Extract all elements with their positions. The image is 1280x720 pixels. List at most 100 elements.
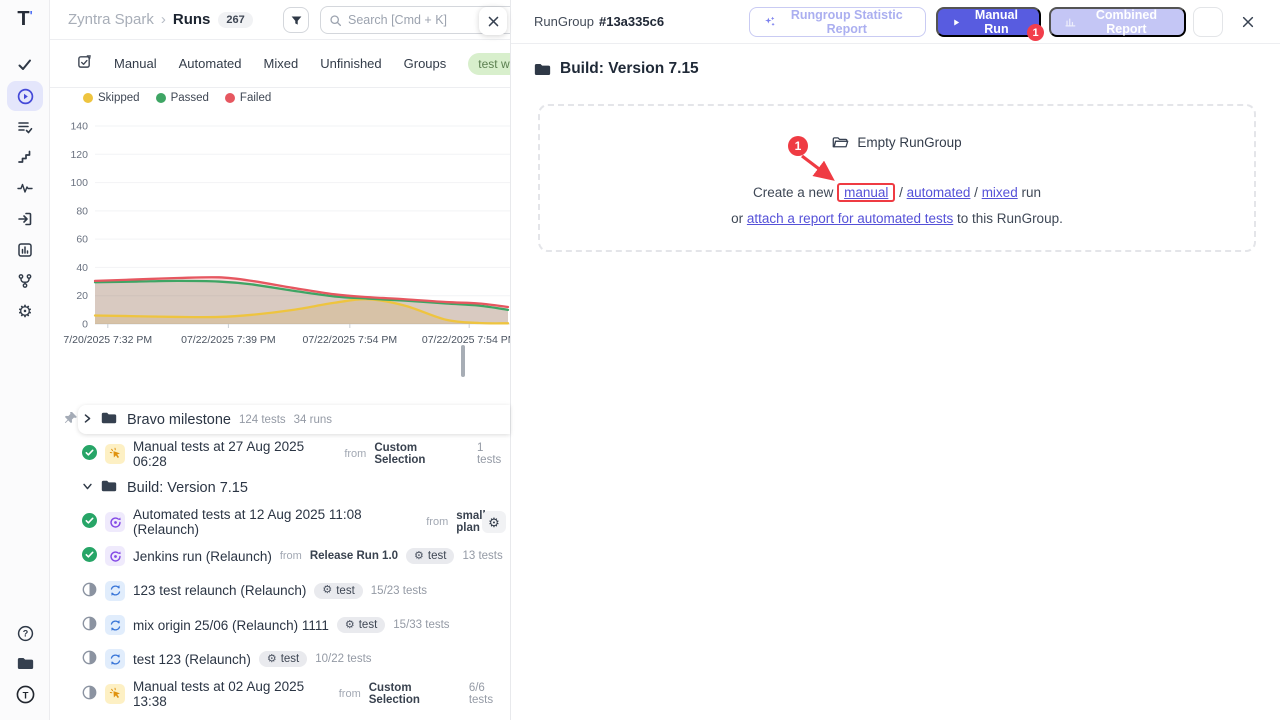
run-tag-badge: ⚙ test <box>336 617 386 633</box>
run-row[interactable]: test 123 (Relaunch) ⚙ test 10/22 tests <box>78 645 510 674</box>
settings-gear-icon[interactable]: ⚙ <box>17 301 33 321</box>
expand-chevron[interactable] <box>82 412 93 427</box>
runs-panel: Zyntra Spark › Runs 267 ManualAutomatedM… <box>50 0 537 720</box>
status-icon-holder <box>82 582 97 600</box>
chevron-right-icon <box>84 414 91 423</box>
rungroup-statistic-report-button[interactable]: Rungroup Statistic Report <box>749 7 926 37</box>
tab-mixed[interactable]: Mixed <box>263 56 299 71</box>
annotation-arrow <box>801 154 835 181</box>
create-manual-run-link[interactable]: manual <box>837 183 896 202</box>
search-input[interactable] <box>348 13 519 27</box>
annotation-overlay: 1 <box>788 136 835 181</box>
run-row[interactable]: 123 test relaunch (Relaunch) ⚙ test 15/23 t… <box>78 576 510 605</box>
mixed-run-type-icon <box>105 649 125 670</box>
bar-chart-icon <box>1065 18 1076 26</box>
row-settings-button[interactable]: ⚙ <box>482 511 506 534</box>
tab-automated[interactable]: Automated <box>178 56 242 71</box>
filter-button[interactable] <box>283 7 309 33</box>
status-icon-holder <box>82 547 97 565</box>
manual-run-type-icon <box>105 683 125 704</box>
import-icon[interactable] <box>7 204 43 234</box>
passed-status-icon <box>82 513 97 529</box>
svg-text:07/22/2025 7:54 PM: 07/22/2025 7:54 PM <box>422 334 510 346</box>
left-panel-close-button[interactable] <box>479 7 507 35</box>
manual-run-type-icon <box>105 443 125 464</box>
steps-icon[interactable] <box>7 142 43 172</box>
rungroup-label: RunGroup <box>534 14 594 29</box>
status-icon-holder <box>82 513 97 531</box>
tab-manual[interactable]: Manual <box>114 56 157 71</box>
run-count: 15/23 tests <box>370 584 428 597</box>
logo-tick: ' <box>29 8 33 23</box>
legend-failed: Failed <box>224 92 271 104</box>
svg-text:80: 80 <box>76 205 88 217</box>
tab-groups[interactable]: Groups <box>403 56 447 71</box>
from-value: small plan <box>456 510 486 535</box>
pulse-icon[interactable] <box>7 173 43 203</box>
runs-play-icon[interactable] <box>7 81 43 111</box>
tab-unfinished[interactable]: Unfinished <box>320 56 382 71</box>
create-mixed-run-link[interactable]: mixed <box>981 185 1018 200</box>
select-runs-icon[interactable] <box>77 54 92 74</box>
svg-text:T: T <box>22 690 28 701</box>
collapse-chevron[interactable] <box>82 480 93 495</box>
run-title: 123 test relaunch (Relaunch) <box>133 583 307 599</box>
run-title: test 123 (Relaunch) <box>133 651 251 667</box>
automated-run-type-icon <box>105 546 125 567</box>
play-icon <box>954 18 960 26</box>
app-logo[interactable]: T' <box>17 8 33 30</box>
run-tag-badge: ⚙ test <box>406 548 455 565</box>
status-icon-holder <box>82 616 97 634</box>
icon-rail: T' ⚙ ? T <box>0 0 50 720</box>
manual-run-button[interactable]: Manual Run 1 <box>936 7 1044 41</box>
folder-title: Build: Version 7.15 <box>127 479 248 496</box>
in-progress-status-icon <box>82 685 97 699</box>
status-icon-holder <box>82 444 97 463</box>
legend-dot <box>83 93 93 103</box>
legend-skipped: Skipped <box>83 92 140 104</box>
folder-icon-holder <box>101 479 117 496</box>
folder-row[interactable]: Bravo milestone 124 tests 34 runs <box>78 405 510 434</box>
svg-text:60: 60 <box>76 234 88 246</box>
svg-text:07/22/2025 7:39 PM: 07/22/2025 7:39 PM <box>181 334 276 346</box>
test-plans-icon[interactable] <box>7 112 43 142</box>
more-actions-button[interactable] <box>1193 7 1223 37</box>
in-progress-status-icon <box>82 616 97 631</box>
run-count: 13 tests <box>462 550 503 563</box>
create-run-line: Create a new manual / automated / mixed … <box>753 183 1041 202</box>
run-tag-badge: ⚙ test <box>258 651 308 668</box>
svg-text:40: 40 <box>76 262 88 274</box>
run-row[interactable]: Jenkins run (Relaunch) from Release Run 1.… <box>78 542 510 571</box>
run-row[interactable]: Automated tests at 12 Aug 2025 11:08 (Re… <box>78 507 510 537</box>
scrollbar-thumb[interactable] <box>461 345 465 377</box>
rungroup-section-title: Build: Version 7.15 <box>534 60 699 78</box>
svg-text:20: 20 <box>76 290 88 302</box>
combined-report-button[interactable]: Combined Report <box>1049 7 1186 37</box>
results-check-icon[interactable] <box>7 50 43 80</box>
folder-icon <box>534 63 551 75</box>
folder-meta: 34 runs <box>293 413 332 426</box>
run-count: 10/22 tests <box>315 653 372 666</box>
empty-rungroup-box: Empty RunGroup Create a new manual / aut… <box>538 104 1256 252</box>
close-icon <box>1242 16 1254 28</box>
attach-report-link[interactable]: attach a report for automated tests <box>746 211 954 226</box>
runs-list: Bravo milestone 124 tests 34 runs Manual te… <box>50 0 510 720</box>
breadcrumb-project[interactable]: Zyntra Spark <box>68 11 154 28</box>
run-title: Jenkins run (Relaunch) <box>133 548 272 564</box>
run-row[interactable]: mix origin 25/06 (Relaunch) 1111 ⚙ test 15/… <box>78 611 510 640</box>
branches-icon[interactable] <box>7 266 43 296</box>
run-row[interactable]: Manual tests at 27 Aug 2025 06:28 from Cus… <box>78 439 510 469</box>
run-row[interactable]: Manual tests at 02 Aug 2025 13:38 from Cus… <box>78 679 510 709</box>
rungroup-panel: RunGroup #13a335c6 Rungroup Statistic Re… <box>510 0 1280 720</box>
account-avatar[interactable]: T <box>7 679 43 709</box>
pin-icon <box>64 412 77 424</box>
chevron-down-icon <box>83 483 92 490</box>
help-icon[interactable]: ? <box>7 618 43 648</box>
projects-folder-icon[interactable] <box>7 648 43 678</box>
in-progress-status-icon <box>82 582 97 597</box>
folder-row[interactable]: Build: Version 7.15 <box>78 473 510 502</box>
breadcrumb-section[interactable]: Runs <box>172 11 211 28</box>
create-automated-run-link[interactable]: automated <box>906 185 971 200</box>
analytics-icon[interactable] <box>7 235 43 265</box>
rungroup-close-button[interactable] <box>1237 11 1259 33</box>
